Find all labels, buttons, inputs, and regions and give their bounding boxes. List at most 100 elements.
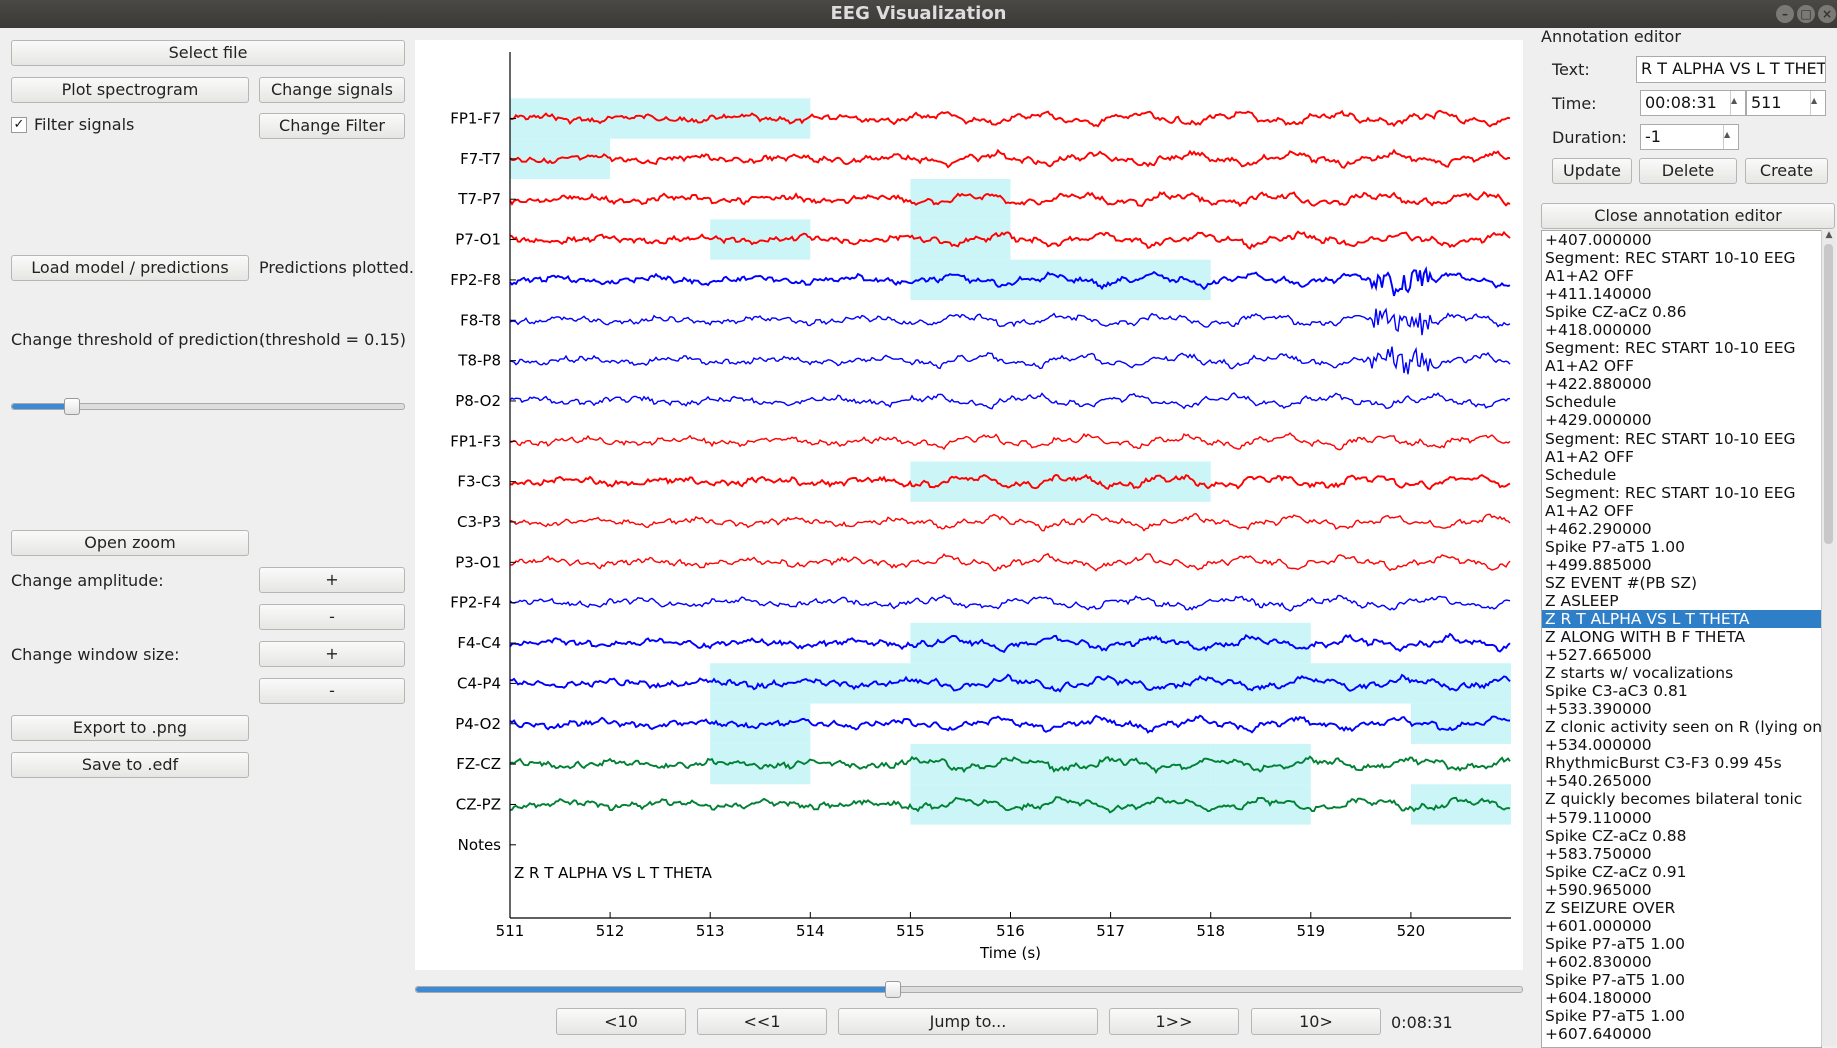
open-zoom-button[interactable]: Open zoom xyxy=(11,530,249,556)
scroll-up-icon[interactable]: ▲ xyxy=(1825,230,1833,240)
save-edf-button[interactable]: Save to .edf xyxy=(11,752,249,778)
forward-1-button[interactable]: 1>> xyxy=(1109,1008,1239,1035)
change-filter-button[interactable]: Change Filter xyxy=(259,113,405,139)
close-annotation-editor-button[interactable]: Close annotation editor xyxy=(1541,203,1835,229)
channel-label: P7-O1 xyxy=(455,231,501,249)
annotation-list-item[interactable]: RhythmicBurst C3-F3 0.99 45s xyxy=(1545,754,1782,773)
annotation-list-item[interactable]: +418.000000 xyxy=(1545,321,1652,340)
close-icon[interactable]: × xyxy=(1818,5,1836,23)
eeg-trace xyxy=(509,755,1511,775)
back-10-button[interactable]: <10 xyxy=(556,1008,686,1035)
maximize-icon[interactable]: □ xyxy=(1797,5,1815,23)
annotation-list-item[interactable]: +590.965000 xyxy=(1545,880,1652,899)
annotation-list-item[interactable]: Z starts w/ vocalizations xyxy=(1545,664,1734,683)
jump-to-button[interactable]: Jump to... xyxy=(838,1008,1098,1035)
annotation-list-item[interactable]: +607.640000 xyxy=(1545,1025,1652,1044)
annotation-list-item[interactable]: +540.265000 xyxy=(1545,772,1652,791)
annotation-list-item[interactable]: Spike P7-aT5 1.00 xyxy=(1545,1007,1685,1026)
window-minus-button[interactable]: - xyxy=(259,678,405,704)
annotation-text-input[interactable]: R T ALPHA VS L T THETA xyxy=(1636,56,1826,83)
annotation-list-item[interactable]: Spike CZ-aCz 0.88 xyxy=(1545,826,1687,845)
annotation-list-item[interactable]: Spike P7-aT5 1.00 xyxy=(1545,934,1685,953)
update-button[interactable]: Update xyxy=(1552,158,1632,184)
annotation-list-item[interactable]: Segment: REC START 10-10 EEG xyxy=(1545,429,1796,448)
annotation-list-item[interactable]: Z ALONG WITH B F THETA xyxy=(1545,628,1746,647)
duration-spin-icon[interactable]: ▲▼ xyxy=(1723,125,1738,149)
amplitude-plus-button[interactable]: + xyxy=(259,567,405,593)
scroll-thumb[interactable] xyxy=(1824,244,1833,544)
filter-signals-checkbox[interactable]: ✓ xyxy=(11,117,27,133)
channel-label: C4-P4 xyxy=(457,674,501,692)
annotation-list-item[interactable]: Segment: REC START 10-10 EEG xyxy=(1545,483,1796,502)
minimize-icon[interactable]: – xyxy=(1776,5,1794,23)
annotation-list-item[interactable]: +429.000000 xyxy=(1545,411,1652,430)
annotation-list-item[interactable]: +583.750000 xyxy=(1545,844,1652,863)
annotation-time-value: 00:08:31 xyxy=(1645,93,1717,112)
time-spin-icon[interactable]: ▲▼ xyxy=(1730,91,1745,115)
annotation-list-item[interactable]: Spike CZ-aCz 0.86 xyxy=(1545,303,1687,322)
threshold-slider[interactable] xyxy=(11,398,405,415)
annotation-list-item[interactable]: Spike P7-aT5 1.00 xyxy=(1545,970,1685,989)
export-png-button[interactable]: Export to .png xyxy=(11,715,249,741)
annotation-list-item[interactable]: A1+A2 OFF xyxy=(1545,447,1634,466)
eeg-trace xyxy=(509,673,1511,693)
channel-label: T8-P8 xyxy=(457,352,501,370)
create-button[interactable]: Create xyxy=(1745,158,1828,184)
annotation-list[interactable]: +407.000000 Segment: REC START 10-10 EEG A… xyxy=(1541,230,1822,1048)
annotation-list-item[interactable]: +527.665000 xyxy=(1545,646,1652,665)
eeg-plot[interactable]: FP1-F7 F7-T7 T7-P7 P7-O1 FP2-F8 F8-T8 T8-P8 P8-… xyxy=(415,40,1523,970)
seconds-spin-icon[interactable]: ▲▼ xyxy=(1810,91,1825,115)
eeg-trace xyxy=(509,714,1511,734)
annotation-list-item[interactable]: Spike P7-aT5 1.00 xyxy=(1545,537,1685,556)
window-plus-button[interactable]: + xyxy=(259,641,405,667)
current-time: 0:08:31 xyxy=(1391,1013,1453,1032)
annotation-list-item[interactable]: +422.880000 xyxy=(1545,375,1652,394)
time-slider[interactable] xyxy=(415,981,1523,998)
annotation-list-item[interactable]: Spike C3-aC3 0.81 xyxy=(1545,682,1688,701)
change-signals-button[interactable]: Change signals xyxy=(259,77,405,103)
annotation-list-item[interactable]: +602.830000 xyxy=(1545,952,1652,971)
time-slider-handle[interactable] xyxy=(884,981,901,998)
annotation-list-item[interactable]: +411.140000 xyxy=(1545,285,1652,304)
annotation-time-input[interactable]: 00:08:31 ▲▼ xyxy=(1640,90,1746,116)
eeg-plot-panel: FP1-F7 F7-T7 T7-P7 P7-O1 FP2-F8 F8-T8 T8-P8 P8-… xyxy=(415,40,1523,970)
annotation-list-item[interactable]: Z clonic activity seen on R (lying on xyxy=(1545,718,1821,737)
annotation-seconds-input[interactable]: 511 ▲▼ xyxy=(1746,90,1826,116)
annotation-list-item[interactable]: Z SEIZURE OVER xyxy=(1545,898,1676,917)
eeg-trace xyxy=(509,307,1511,336)
annotation-list-item[interactable]: +407.000000 xyxy=(1545,231,1652,249)
annotation-list-scrollbar[interactable]: ▲ xyxy=(1821,230,1836,1046)
annotation-list-item[interactable]: Segment: REC START 10-10 EEG xyxy=(1545,339,1796,358)
select-file-button[interactable]: Select file xyxy=(11,40,405,66)
annotation-list-item[interactable]: +533.390000 xyxy=(1545,700,1652,719)
annotation-list-item[interactable]: A1+A2 OFF xyxy=(1545,501,1634,520)
annotation-list-item[interactable]: +534.000000 xyxy=(1545,736,1652,755)
prediction-highlight xyxy=(710,663,1511,704)
x-tick-label: 511 xyxy=(496,922,525,940)
eeg-trace xyxy=(509,265,1511,297)
annotation-list-item[interactable]: A1+A2 OFF xyxy=(1545,267,1634,286)
annotation-list-item[interactable]: Z ASLEEP xyxy=(1545,591,1619,610)
threshold-slider-handle[interactable] xyxy=(63,398,80,415)
annotation-duration-input[interactable]: -1 ▲▼ xyxy=(1640,124,1739,150)
annotation-list-item[interactable]: Z R T ALPHA VS L T THETA xyxy=(1542,609,1821,629)
amplitude-minus-button[interactable]: - xyxy=(259,604,405,630)
annotation-list-item[interactable]: +601.000000 xyxy=(1545,916,1652,935)
channel-label: F4-C4 xyxy=(457,634,501,652)
annotation-list-item[interactable]: +499.885000 xyxy=(1545,555,1652,574)
annotation-list-item[interactable]: +579.110000 xyxy=(1545,808,1652,827)
annotation-list-item[interactable]: +462.290000 xyxy=(1545,519,1652,538)
annotation-list-item[interactable]: Schedule xyxy=(1545,393,1617,412)
back-1-button[interactable]: <<1 xyxy=(697,1008,827,1035)
plot-spectrogram-button[interactable]: Plot spectrogram xyxy=(11,77,249,103)
annotation-list-item[interactable]: Schedule xyxy=(1545,465,1617,484)
load-model-button[interactable]: Load model / predictions xyxy=(11,255,249,281)
annotation-list-item[interactable]: Spike CZ-aCz 0.91 xyxy=(1545,862,1687,881)
forward-10-button[interactable]: 10> xyxy=(1251,1008,1381,1035)
annotation-list-item[interactable]: Segment: REC START 10-10 EEG xyxy=(1545,249,1796,268)
delete-button[interactable]: Delete xyxy=(1639,158,1737,184)
annotation-list-item[interactable]: Z quickly becomes bilateral tonic xyxy=(1545,790,1803,809)
annotation-list-item[interactable]: SZ EVENT #(PB SZ) xyxy=(1545,573,1698,592)
annotation-list-item[interactable]: +604.180000 xyxy=(1545,988,1652,1007)
annotation-list-item[interactable]: A1+A2 OFF xyxy=(1545,357,1634,376)
